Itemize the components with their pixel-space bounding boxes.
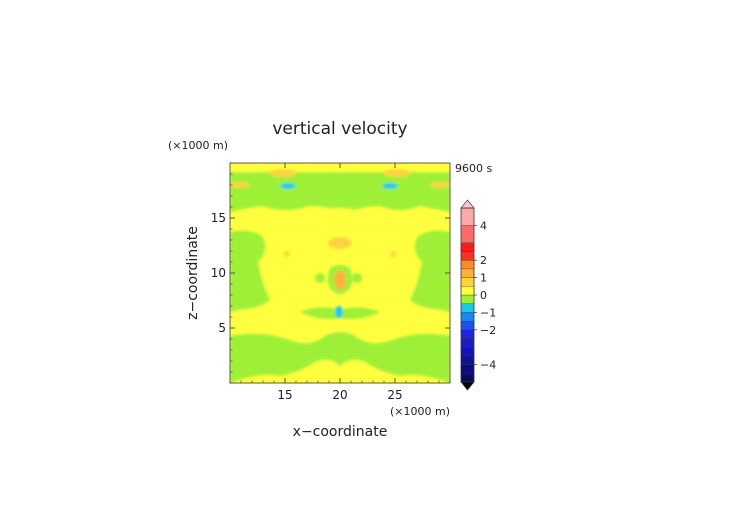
- x-axis: 15 20 25: [229, 163, 451, 402]
- colorbar-tick-label: −4: [480, 359, 496, 372]
- green-dot-left: [315, 273, 325, 283]
- colorbar-tick-label: 2: [480, 254, 487, 267]
- orange-blob-right-edge: [430, 182, 450, 188]
- green-region-left: [230, 230, 270, 312]
- green-dot-right: [352, 273, 362, 283]
- colorbar-level: [460, 347, 475, 357]
- y-tick-label: 15: [211, 211, 226, 225]
- y-axis-title: z−coordinate: [185, 226, 201, 320]
- colorbar-over-triangle: [460, 199, 475, 209]
- orange-dot-left: [284, 251, 290, 257]
- orange-blob-top-left: [269, 169, 297, 177]
- colorbar-tick-label: 0: [480, 289, 487, 302]
- colorbar-tick-label: 4: [480, 219, 487, 232]
- x-tick-label: 20: [332, 388, 347, 402]
- colorbar-tick-label: 1: [480, 272, 487, 285]
- time-label: 9600 s: [455, 162, 492, 175]
- green-region-right: [410, 230, 450, 312]
- colorbar-level: [460, 364, 475, 374]
- colorbar-tick-label: −2: [480, 324, 496, 337]
- y-unit-label: (×1000 m): [168, 139, 228, 152]
- orange-dot-right: [390, 251, 396, 257]
- colorbar-level: [460, 303, 475, 313]
- orange-blob-left-edge: [230, 182, 250, 188]
- colorbar-tick-label: −1: [480, 306, 496, 319]
- orange-blob-center: [334, 270, 346, 290]
- x-axis-title: x−coordinate: [293, 424, 388, 440]
- x-tick-label: 15: [277, 388, 292, 402]
- cyan-blob-left: [280, 183, 296, 189]
- colorbar-level: [460, 373, 475, 383]
- x-tick-label: 25: [387, 388, 402, 402]
- velocity-field: [230, 163, 450, 383]
- y-tick-label: 10: [211, 266, 226, 280]
- y-tick-label: 5: [218, 321, 226, 335]
- chart-title: vertical velocity: [272, 119, 407, 139]
- colorbar: 4 2 1 0 −1 −2 −4: [460, 199, 496, 391]
- orange-blob-top-right: [383, 169, 411, 177]
- colorbar-level: [460, 329, 475, 339]
- cyan-blob-right: [382, 183, 398, 189]
- colorbar-level: [460, 268, 475, 278]
- colorbar-level: [460, 260, 475, 270]
- green-region-bottom: [230, 332, 450, 383]
- orange-blob-upper-center: [328, 237, 352, 249]
- colorbar-level: [460, 338, 475, 348]
- x-unit-label: (×1000 m): [390, 405, 450, 418]
- y-axis: 5 10 15: [211, 162, 450, 384]
- field-contours: [230, 163, 450, 383]
- colorbar-level: [460, 207, 475, 226]
- green-region-top: [230, 172, 450, 214]
- colorbar-level: [460, 286, 475, 296]
- colorbar-level: [460, 294, 475, 304]
- yellow-blob-center-top: [320, 208, 360, 220]
- cyan-blob-center: [335, 306, 343, 318]
- colorbar-level: [460, 320, 475, 330]
- colorbar-level: [460, 312, 475, 322]
- colorbar-level: [460, 242, 475, 252]
- colorbar-level: [460, 355, 475, 365]
- colorbar-level: [460, 251, 475, 261]
- colorbar-level: [460, 225, 475, 243]
- field-striations: [230, 164, 450, 382]
- colorbar-under-triangle: [460, 381, 475, 391]
- colorbar-level: [460, 277, 475, 287]
